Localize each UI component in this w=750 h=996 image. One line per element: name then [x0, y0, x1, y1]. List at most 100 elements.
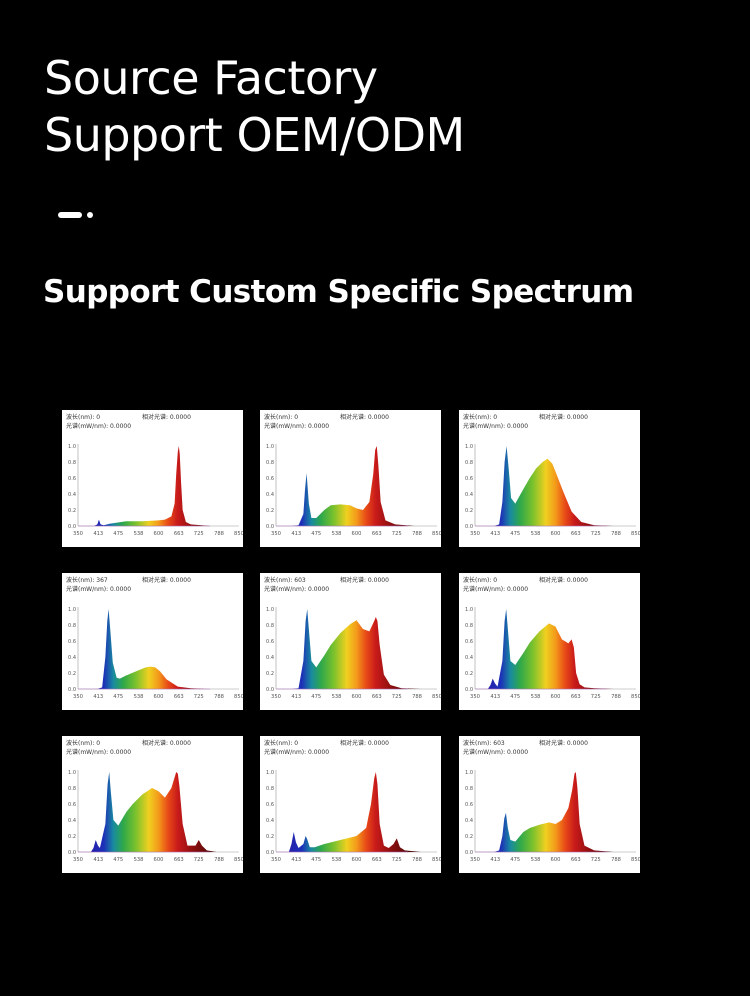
y-tick-label: 0.4 — [266, 492, 274, 498]
hero-title: Source Factory Support OEM/ODM — [44, 50, 465, 164]
x-tick-label: 725 — [392, 531, 402, 537]
spectral-flux-readout: 光谱(mW/nm): 0.0000 — [463, 749, 529, 756]
y-tick-label: 0.8 — [266, 786, 274, 792]
x-tick-label: 413 — [291, 694, 301, 700]
y-tick-label: 0.4 — [68, 492, 76, 498]
y-tick-label: 0.6 — [68, 802, 76, 808]
x-tick-label: 725 — [194, 694, 204, 700]
spectrum-chart-7: 0.0 0.2 0.4 0.6 0.8 1.0 350 413 475 538 600 663 725 7… — [62, 736, 243, 873]
x-tick-label: 725 — [392, 694, 402, 700]
x-tick-label: 350 — [470, 531, 480, 537]
y-tick-label: 1.0 — [68, 444, 76, 450]
x-tick-label: 600 — [551, 531, 561, 537]
wavelength-readout: 波长(nm): 0 — [66, 414, 101, 421]
x-tick-label: 788 — [412, 694, 422, 700]
spectral-flux-readout: 光谱(mW/nm): 0.0000 — [463, 423, 529, 430]
x-tick-label: 663 — [571, 694, 581, 700]
x-tick-label: 413 — [93, 694, 103, 700]
y-tick-label: 0.2 — [68, 671, 76, 677]
y-tick-label: 1.0 — [465, 444, 473, 450]
x-tick-label: 350 — [271, 694, 281, 700]
x-tick-label: 663 — [174, 531, 184, 537]
y-tick-label: 0.2 — [465, 671, 473, 677]
y-tick-label: 0.2 — [266, 671, 274, 677]
x-tick-label: 725 — [591, 694, 601, 700]
x-tick-label: 850 — [432, 857, 441, 863]
spectrum-plot: 0.0 0.2 0.4 0.6 0.8 1.0 350 413 475 538 600 663 725 7… — [266, 607, 441, 700]
spectral-flux-readout: 光谱(mW/nm): 0.0000 — [264, 423, 330, 430]
spectrum-area — [276, 609, 437, 689]
spectrum-plot: 0.0 0.2 0.4 0.6 0.8 1.0 350 413 475 538 600 663 725 7… — [266, 444, 441, 537]
y-tick-label: 0.4 — [465, 818, 473, 824]
spectrum-area — [475, 446, 636, 526]
y-tick-label: 0.0 — [465, 687, 473, 693]
relative-spectrum-readout: 相对光谱: 0.0000 — [539, 740, 588, 747]
spectrum-plot: 0.0 0.2 0.4 0.6 0.8 1.0 350 413 475 538 600 663 725 7… — [465, 770, 640, 863]
x-tick-label: 413 — [291, 857, 301, 863]
y-tick-label: 0.4 — [465, 492, 473, 498]
x-tick-label: 538 — [332, 857, 342, 863]
x-tick-label: 413 — [291, 531, 301, 537]
divider-dot — [87, 212, 93, 218]
x-tick-label: 788 — [214, 857, 224, 863]
spectrum-area — [276, 446, 437, 526]
y-tick-label: 0.2 — [266, 834, 274, 840]
x-tick-label: 788 — [611, 694, 621, 700]
x-tick-label: 600 — [551, 694, 561, 700]
x-tick-label: 850 — [234, 694, 243, 700]
x-tick-label: 538 — [531, 857, 541, 863]
x-tick-label: 475 — [113, 857, 123, 863]
wavelength-readout: 波长(nm): 367 — [66, 577, 108, 584]
x-tick-label: 663 — [571, 857, 581, 863]
relative-spectrum-readout: 相对光谱: 0.0000 — [539, 577, 588, 584]
spectrum-area — [78, 446, 239, 526]
x-tick-label: 850 — [234, 531, 243, 537]
y-tick-label: 0.2 — [68, 508, 76, 514]
divider-dash — [58, 212, 82, 218]
spectral-flux-readout: 光谱(mW/nm): 0.0000 — [463, 586, 529, 593]
x-tick-label: 850 — [631, 857, 640, 863]
relative-spectrum-readout: 相对光谱: 0.0000 — [142, 577, 191, 584]
y-tick-label: 0.2 — [465, 508, 473, 514]
x-tick-label: 475 — [311, 694, 321, 700]
spectrum-area — [475, 772, 636, 852]
x-tick-label: 600 — [154, 694, 164, 700]
x-tick-label: 538 — [134, 531, 144, 537]
x-tick-label: 350 — [271, 857, 281, 863]
y-tick-label: 0.8 — [68, 460, 76, 466]
y-tick-label: 0.6 — [266, 802, 274, 808]
spectrum-chart-9: 0.0 0.2 0.4 0.6 0.8 1.0 350 413 475 538 600 663 725 7… — [459, 736, 640, 873]
y-tick-label: 0.6 — [68, 476, 76, 482]
x-tick-label: 788 — [611, 857, 621, 863]
x-tick-label: 538 — [531, 531, 541, 537]
wavelength-readout: 波长(nm): 0 — [264, 414, 299, 421]
x-tick-label: 413 — [490, 531, 500, 537]
relative-spectrum-readout: 相对光谱: 0.0000 — [142, 740, 191, 747]
y-tick-label: 0.4 — [266, 818, 274, 824]
x-tick-label: 600 — [551, 857, 561, 863]
spectrum-area — [78, 609, 239, 689]
y-tick-label: 0.8 — [266, 460, 274, 466]
x-tick-label: 538 — [134, 857, 144, 863]
y-tick-label: 0.8 — [465, 460, 473, 466]
x-tick-label: 663 — [372, 531, 382, 537]
y-tick-label: 0.8 — [68, 623, 76, 629]
y-tick-label: 1.0 — [465, 770, 473, 776]
hero-title-line-1: Source Factory — [44, 51, 378, 105]
y-tick-label: 0.0 — [68, 524, 76, 530]
spectral-flux-readout: 光谱(mW/nm): 0.0000 — [66, 586, 132, 593]
spectrum-chart-4: 0.0 0.2 0.4 0.6 0.8 1.0 350 413 475 538 600 663 725 7… — [62, 573, 243, 710]
x-tick-label: 600 — [352, 857, 362, 863]
x-tick-label: 350 — [470, 857, 480, 863]
y-tick-label: 0.2 — [266, 508, 274, 514]
x-tick-label: 600 — [352, 694, 362, 700]
x-tick-label: 413 — [93, 857, 103, 863]
y-tick-label: 0.8 — [465, 786, 473, 792]
section-subtitle: Support Custom Specific Spectrum — [43, 274, 634, 310]
y-tick-label: 0.8 — [465, 623, 473, 629]
x-tick-label: 788 — [214, 694, 224, 700]
y-tick-label: 0.0 — [465, 850, 473, 856]
relative-spectrum-readout: 相对光谱: 0.0000 — [340, 577, 389, 584]
x-tick-label: 600 — [154, 857, 164, 863]
spectral-flux-readout: 光谱(mW/nm): 0.0000 — [264, 749, 330, 756]
